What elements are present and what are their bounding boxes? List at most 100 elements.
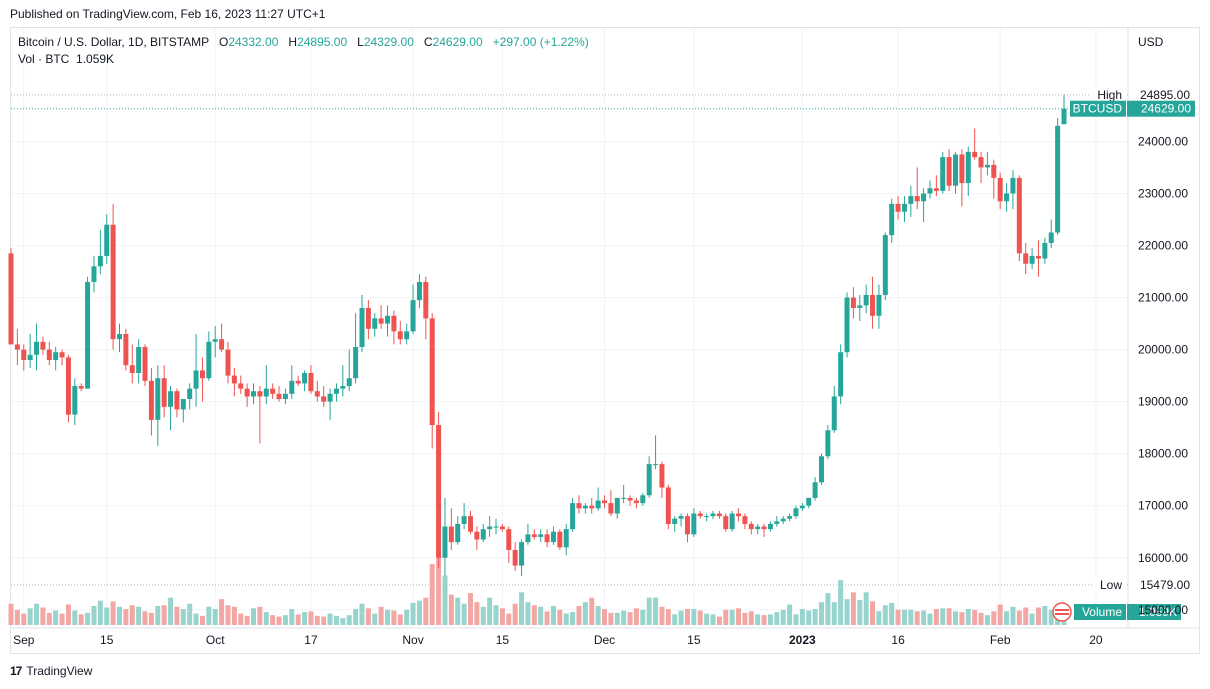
volume-bar [704, 613, 710, 625]
candle-body [544, 534, 550, 543]
candle-body [429, 318, 435, 426]
time-tick-label: 15 [496, 633, 510, 647]
time-tick-label: Oct [206, 633, 225, 647]
candle-body [161, 378, 167, 407]
candle-body [1023, 253, 1029, 264]
candle-body [691, 513, 697, 535]
volume-bar [684, 609, 690, 625]
candle-body [997, 177, 1003, 202]
volume-bar [697, 610, 703, 625]
candle-body [736, 513, 742, 517]
candle-body [959, 154, 965, 184]
candle-body [1035, 255, 1041, 259]
volume-bar [940, 608, 946, 625]
candle-body [633, 500, 639, 504]
volume-bar [1048, 609, 1054, 625]
candle-body [519, 542, 525, 566]
candle-body [378, 318, 384, 324]
volume-bar [442, 575, 448, 625]
candle-body [1029, 255, 1035, 264]
candle-body [219, 339, 225, 350]
candle-body [621, 497, 627, 499]
candle-body [646, 464, 652, 496]
volume-bar [129, 605, 135, 625]
volume-bar [716, 616, 722, 625]
us-flag-icon [1052, 602, 1072, 622]
volume-bar [14, 609, 20, 625]
candle-body [34, 341, 40, 355]
volume-bar [257, 606, 263, 625]
volume-bar [180, 609, 186, 625]
candle-body [225, 349, 231, 376]
candle-body [608, 503, 614, 514]
candle-body [850, 297, 856, 308]
volume-bar [161, 605, 167, 625]
candle-body [767, 523, 773, 530]
volume-bar [506, 613, 512, 625]
volume-bar [116, 606, 122, 625]
close-label: C [423, 35, 433, 49]
low-label-badge-bg [1092, 576, 1126, 593]
volume-bar [748, 611, 754, 625]
candle-body [21, 349, 27, 361]
volume-bar [863, 592, 869, 625]
volume-bar [27, 608, 33, 625]
volume-bar [984, 615, 990, 625]
volume-bar [187, 603, 193, 625]
candle-body [825, 430, 831, 457]
price-tick-label: 15000.00 [1138, 603, 1188, 617]
volume-bar [1035, 607, 1041, 625]
volume-bar [136, 606, 142, 625]
candle-body [640, 495, 646, 504]
candle-body [404, 331, 410, 340]
volume-bar [755, 614, 761, 625]
volume-bar [270, 615, 276, 625]
volume-bar [519, 592, 525, 625]
candle-body [231, 375, 237, 384]
candle-body [91, 266, 97, 282]
volume-bar [908, 609, 914, 625]
candle-body [1055, 125, 1061, 233]
volume-bar [525, 602, 531, 625]
volume-bar [72, 610, 78, 625]
tradingview-logo-icon: 17 [10, 664, 22, 678]
volume-value: 1.059K [76, 52, 115, 66]
candle-body [8, 253, 14, 345]
volume-bar [404, 609, 410, 625]
candle-body [576, 503, 582, 509]
candle-body [831, 396, 837, 431]
volume-bar [780, 609, 786, 625]
volume-bar [40, 607, 46, 625]
us-flag-icon-stripe [1055, 609, 1069, 611]
candle-body [27, 354, 33, 361]
candle-body [787, 516, 793, 519]
published-info: Published on TradingView.com, Feb 16, 20… [10, 7, 326, 21]
volume-bar [538, 606, 544, 625]
volume-bar [557, 609, 563, 625]
volume-bar [225, 605, 231, 625]
candle-body [359, 307, 365, 347]
candle-body [442, 526, 448, 558]
candle-body [148, 380, 154, 420]
volume-bar [857, 599, 863, 625]
candle-body [455, 523, 461, 543]
price-tick-label: 24000.00 [1138, 134, 1188, 148]
volume-bar [997, 604, 1003, 625]
high-label: H [288, 35, 298, 49]
candle-body [193, 370, 199, 389]
volume-bar [378, 606, 384, 625]
candle-body [570, 503, 576, 530]
candle-body [295, 380, 301, 384]
candle-body [263, 388, 269, 397]
candle-body [270, 388, 276, 394]
volume-bar [410, 602, 416, 625]
volume-bar [640, 609, 646, 625]
candle-body [302, 373, 308, 384]
volume-value-badge-bg [1127, 604, 1181, 620]
volume-bar [21, 613, 27, 625]
candle-body [385, 315, 391, 324]
candle-body [761, 526, 767, 530]
candle-body [780, 518, 786, 522]
candle-body [889, 203, 895, 236]
